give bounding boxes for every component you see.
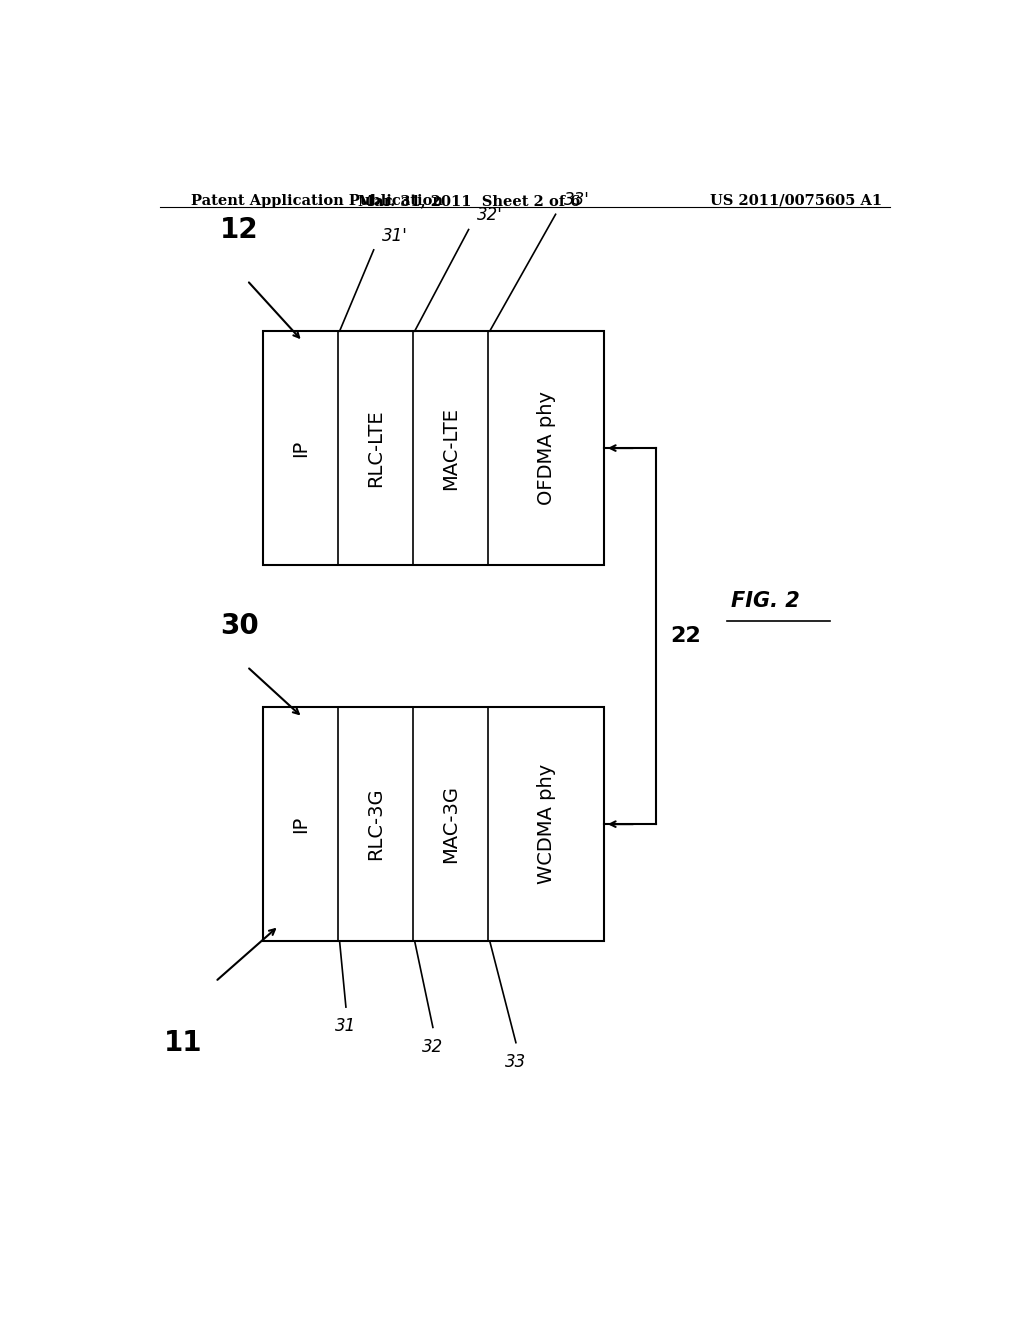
Text: FIG. 2: FIG. 2 (731, 590, 800, 611)
Bar (263, 331, 604, 565)
Text: Patent Application Publication: Patent Application Publication (191, 194, 443, 209)
Text: 31: 31 (335, 1018, 356, 1035)
Text: RLC-LTE: RLC-LTE (366, 409, 385, 487)
Text: IP: IP (291, 816, 310, 833)
Text: 33': 33' (563, 191, 590, 210)
Text: MAC-LTE: MAC-LTE (441, 407, 460, 490)
Text: 32: 32 (422, 1038, 443, 1056)
Bar (263, 708, 604, 941)
Text: 32': 32' (476, 206, 503, 224)
Text: WCDMA phy: WCDMA phy (537, 764, 556, 884)
Text: 33: 33 (505, 1053, 526, 1071)
Text: MAC-3G: MAC-3G (441, 785, 460, 863)
Text: IP: IP (291, 440, 310, 457)
Text: Mar. 31, 2011  Sheet 2 of 6: Mar. 31, 2011 Sheet 2 of 6 (358, 194, 581, 209)
Text: 11: 11 (164, 1028, 203, 1057)
Text: RLC-3G: RLC-3G (366, 788, 385, 861)
Text: 12: 12 (220, 215, 258, 244)
Text: OFDMA phy: OFDMA phy (537, 391, 556, 506)
Text: 31': 31' (382, 227, 408, 244)
Text: 30: 30 (220, 612, 258, 640)
Text: US 2011/0075605 A1: US 2011/0075605 A1 (710, 194, 882, 209)
Text: 22: 22 (670, 626, 700, 645)
